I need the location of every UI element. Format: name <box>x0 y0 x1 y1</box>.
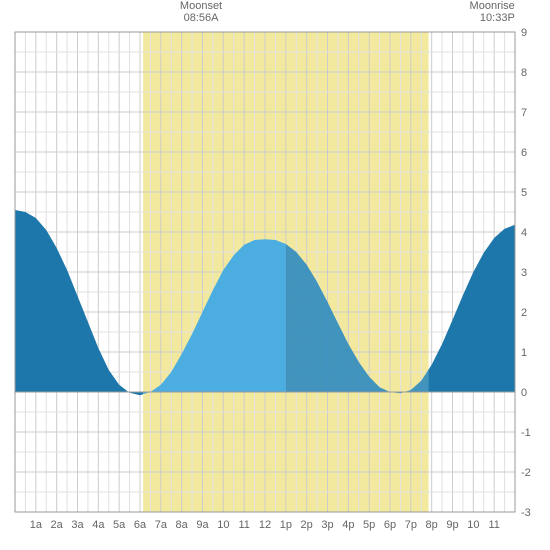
x-tick-label: 5a <box>113 519 126 531</box>
x-tick-label: 5p <box>363 519 375 531</box>
x-tick-label: 9p <box>446 519 458 531</box>
x-tick-label: 6p <box>384 519 396 531</box>
y-tick-label: 9 <box>521 27 527 39</box>
x-tick-label: 3p <box>321 519 333 531</box>
x-tick-label: 8a <box>176 519 189 531</box>
y-tick-label: 4 <box>521 227 527 239</box>
x-tick-label: 7a <box>155 519 168 531</box>
y-tick-label: 8 <box>521 67 527 79</box>
x-tick-label: 4a <box>92 519 105 531</box>
y-tick-label: 7 <box>521 107 527 119</box>
moonset-label: Moonset <box>171 0 231 12</box>
x-tick-label: 2a <box>51 519 64 531</box>
y-tick-label: -3 <box>521 507 531 519</box>
x-tick-label: 8p <box>426 519 438 531</box>
y-tick-label: 0 <box>521 387 527 399</box>
x-tick-label: 4p <box>342 519 354 531</box>
moonrise-time: 10:33P <box>455 12 515 24</box>
y-tick-label: 5 <box>521 187 527 199</box>
x-tick-label: 10 <box>217 519 229 531</box>
x-tick-label: 7p <box>405 519 417 531</box>
chart-svg: -3-2-101234567891a2a3a4a5a6a7a8a9a101112… <box>0 0 550 550</box>
x-tick-label: 3a <box>71 519 84 531</box>
x-tick-label: 11 <box>238 519 249 531</box>
tide-chart: Moonset 08:56A Moonrise 10:33P -3-2-1012… <box>0 0 550 550</box>
x-tick-label: 11 <box>488 519 499 531</box>
x-tick-label: 1a <box>30 519 43 531</box>
y-tick-label: -1 <box>521 427 531 439</box>
moonset-time: 08:56A <box>171 12 231 24</box>
moonrise-header: Moonrise 10:33P <box>455 0 515 24</box>
y-tick-label: 2 <box>521 307 527 319</box>
moonrise-label: Moonrise <box>455 0 515 12</box>
y-tick-label: -2 <box>521 467 531 479</box>
moonset-header: Moonset 08:56A <box>171 0 231 24</box>
x-tick-label: 1p <box>280 519 292 531</box>
x-tick-label: 12 <box>259 519 271 531</box>
y-tick-label: 6 <box>521 147 527 159</box>
y-tick-label: 1 <box>521 347 527 359</box>
x-tick-label: 6a <box>134 519 147 531</box>
y-tick-label: 3 <box>521 267 527 279</box>
x-tick-label: 2p <box>301 519 313 531</box>
x-tick-label: 10 <box>467 519 479 531</box>
x-tick-label: 9a <box>196 519 209 531</box>
